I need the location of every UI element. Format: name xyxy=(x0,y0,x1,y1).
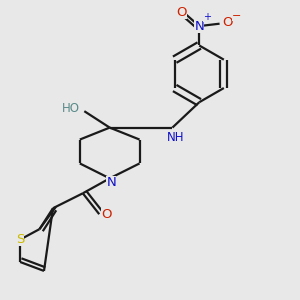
Text: N: N xyxy=(106,176,116,189)
Text: +: + xyxy=(203,12,211,22)
Text: −: − xyxy=(232,11,242,21)
Text: S: S xyxy=(16,233,24,246)
Text: N: N xyxy=(194,20,204,33)
Text: O: O xyxy=(222,16,232,29)
Text: O: O xyxy=(101,208,112,221)
Text: O: O xyxy=(177,5,187,19)
Text: HO: HO xyxy=(62,102,80,115)
Text: NH: NH xyxy=(167,131,184,144)
